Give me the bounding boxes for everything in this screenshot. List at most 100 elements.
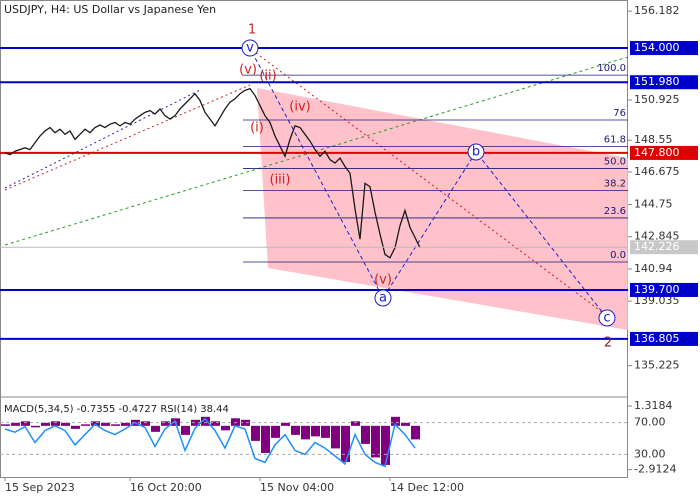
rsi-tick-label: 30.00 [634, 447, 666, 460]
wave-label: c [603, 311, 610, 326]
wave-label: (ii) [259, 69, 276, 84]
macd-bar [291, 425, 300, 435]
macd-bar [401, 422, 410, 426]
wave-label: 2 [604, 336, 612, 351]
rsi-line [4, 417, 416, 468]
wave-label: v [246, 41, 254, 56]
macd-bar [151, 425, 160, 432]
macd-bar [301, 425, 310, 440]
macd-bar [81, 424, 90, 426]
x-tick-label: 15 Sep 2023 [5, 481, 75, 494]
y-tick-label: 150.925 [634, 93, 680, 106]
wave-label: b [472, 145, 480, 160]
wave-circle [467, 143, 485, 161]
macd-bar [321, 425, 330, 438]
y-tick-label: 135.225 [634, 359, 680, 372]
macd-bar [281, 422, 290, 426]
level-tag [630, 41, 698, 56]
rsi-tick-label: 70.00 [634, 416, 666, 429]
macd-bar [61, 422, 70, 426]
wave-label: (iii) [270, 173, 291, 188]
x-tick-label: 15 Nov 04:00 [260, 481, 334, 494]
level-tag [630, 331, 698, 346]
macd-tick-label: 1.3184 [634, 399, 673, 412]
wave-label: (i) [250, 121, 264, 136]
level-label: 154.000 [634, 41, 680, 54]
macd-bar [351, 421, 360, 426]
level-tag [630, 282, 698, 297]
macd-bar [31, 425, 40, 428]
macd-bar [371, 425, 380, 458]
chart-title: USDJPY, H4: US Dollar vs Japanese Yen [4, 3, 216, 16]
x-tick-label: 16 Oct 20:00 [130, 481, 202, 494]
macd-bar [241, 419, 250, 426]
macd-bar [121, 422, 130, 426]
x-tick-label: 14 Dec 12:00 [390, 481, 464, 494]
macd-bar [331, 425, 340, 449]
macd-bar [381, 425, 390, 465]
macd-bar [41, 422, 50, 426]
wave-label: (v) [374, 273, 392, 288]
macd-bar [201, 416, 210, 426]
macd-bar [71, 425, 80, 429]
macd-bar [161, 421, 170, 426]
channel [257, 88, 628, 330]
wave-label: a [379, 291, 387, 306]
indicator-label: MACD(5,34,5) -0.7355 -0.4727 RSI(14) 38.… [4, 404, 229, 415]
y-tick-label: 142.845 [634, 230, 680, 243]
macd-bar [191, 419, 200, 426]
fib-label: 23.6 [604, 206, 626, 217]
macd-bar [211, 421, 220, 426]
macd-tick-label: -2.9124 [634, 463, 676, 476]
fib-label: 50.0 [604, 157, 626, 168]
fib-label: 0.0 [610, 250, 626, 261]
y-tick-label: 139.035 [634, 294, 680, 307]
fib-label: 61.8 [604, 135, 626, 146]
macd-bar [101, 422, 110, 426]
y-tick-label: 156.182 [634, 4, 680, 17]
current-price-label: 142.226 [634, 240, 680, 253]
wave-label: (iv) [289, 100, 310, 115]
y-tick-label: 144.75 [634, 198, 673, 211]
trend-line [4, 89, 201, 189]
fib-label: 76 [613, 108, 626, 119]
macd-bar [261, 425, 270, 453]
macd-bar [341, 425, 350, 462]
price-line [4, 87, 421, 259]
y-tick-label: 148.55 [634, 133, 673, 146]
wave-path [251, 51, 608, 319]
macd-bar [21, 421, 30, 426]
y-tick-label: 146.675 [634, 165, 680, 178]
macd-bar [271, 425, 280, 438]
level-label: 151.980 [634, 75, 680, 88]
macd-bar [251, 425, 260, 441]
fib-label: 100.0 [597, 63, 626, 74]
wave-circle [598, 309, 616, 327]
macd-bar [411, 425, 420, 440]
macd-bar [311, 425, 320, 437]
wave-label: 1 [248, 23, 256, 38]
macd-bar [11, 422, 20, 426]
macd-bar [221, 425, 230, 431]
level-label: 139.700 [634, 283, 680, 296]
current-price-tag [630, 240, 698, 255]
level-label: 136.805 [634, 332, 680, 345]
wave-circle [374, 289, 392, 307]
y-tick-label: 140.94 [634, 262, 673, 275]
macd-bar [181, 425, 190, 435]
macd-bar [111, 424, 120, 426]
macd-bar [1, 424, 10, 426]
level-tag [630, 145, 698, 160]
macd-bar [391, 416, 400, 426]
macd-bar [51, 421, 60, 426]
fib-label: 38.2 [604, 179, 626, 190]
level-tag [630, 75, 698, 90]
level-label: 147.800 [634, 146, 680, 159]
macd-bar [231, 418, 240, 426]
macd-bar [361, 425, 370, 444]
macd-bar [91, 421, 100, 426]
macd-bar [141, 421, 150, 426]
wave-circle [241, 39, 259, 57]
wave-label: (v) [239, 63, 257, 78]
